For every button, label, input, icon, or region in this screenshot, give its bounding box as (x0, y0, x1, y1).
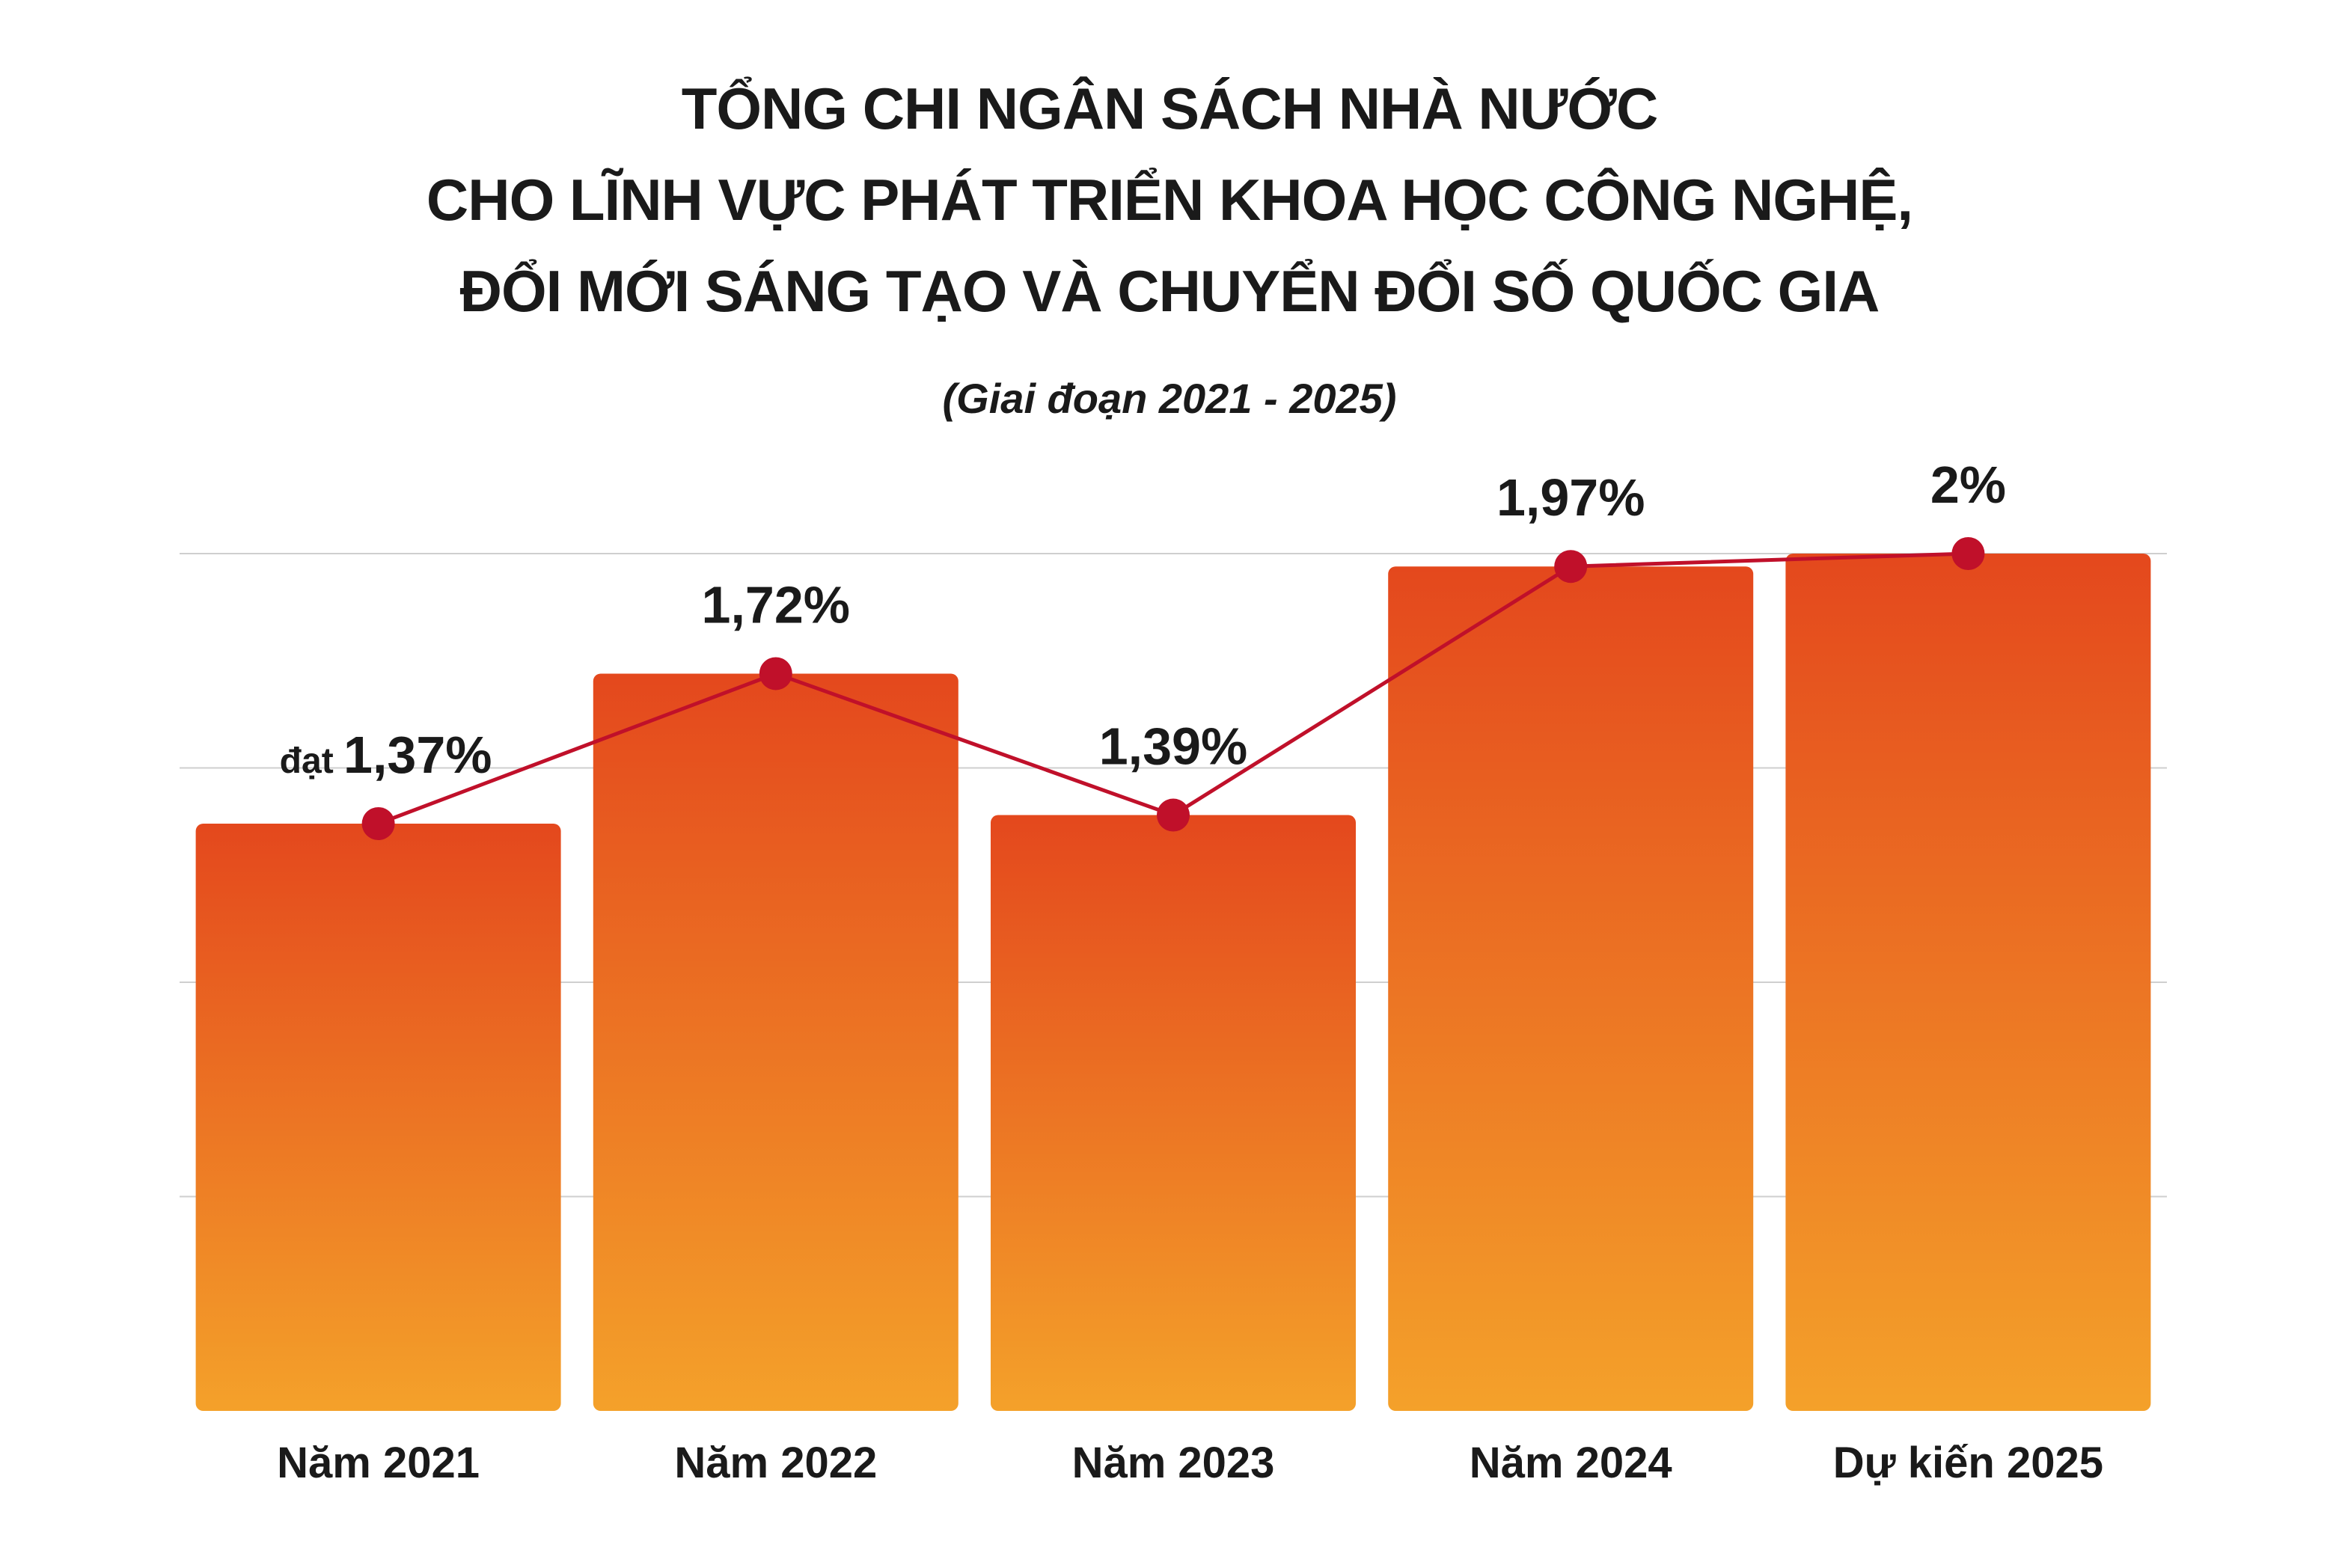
bar (991, 815, 1356, 1411)
category-label: Năm 2024 (1470, 1439, 1672, 1487)
data-label-prefix: đạt (280, 741, 343, 781)
title-line-3: ĐỔI MỚI SÁNG TẠO VÀ CHUYỂN ĐỔI SỐ QUỐC G… (459, 258, 1880, 324)
title-line-1: TỔNG CHI NGÂN SÁCH NHÀ NƯỚC (681, 76, 1659, 141)
category-label: Năm 2022 (674, 1439, 877, 1487)
line-point (1951, 537, 1985, 570)
data-label: 1,39% (1099, 717, 1247, 776)
bar (593, 673, 958, 1411)
data-label-value: 1,37% (343, 726, 492, 784)
line-point (1554, 550, 1588, 584)
category-label: Năm 2021 (277, 1439, 480, 1487)
line-point (759, 657, 792, 690)
line-point (1157, 798, 1190, 832)
bar (195, 823, 561, 1411)
bar (1388, 566, 1754, 1412)
chart-subtitle: (Giai đoạn 2021 - 2025) (942, 375, 1397, 422)
category-label: Năm 2023 (1072, 1439, 1275, 1487)
line-point (361, 806, 395, 840)
category-label: Dự kiến 2025 (1833, 1439, 2103, 1487)
data-label: 1,97% (1496, 468, 1645, 527)
bar (1785, 554, 2151, 1411)
data-label: 1,72% (702, 575, 850, 634)
data-label: 2% (1930, 456, 2006, 514)
data-label: đạt 1,37% (280, 726, 492, 784)
title-line-2: CHO LĨNH VỰC PHÁT TRIỂN KHOA HỌC CÔNG NG… (426, 167, 1913, 233)
